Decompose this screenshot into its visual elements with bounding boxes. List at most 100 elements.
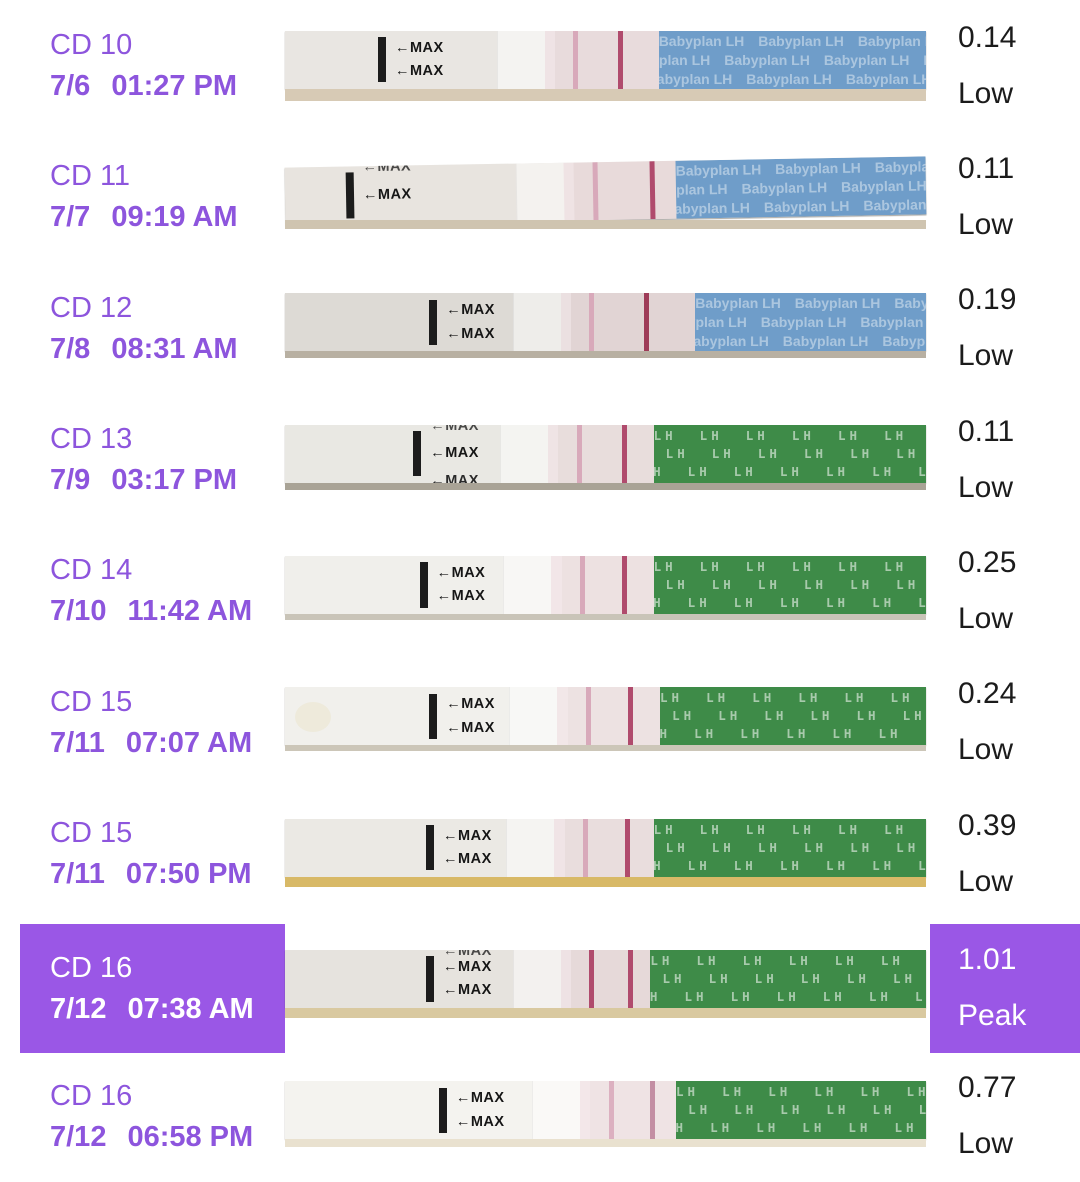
test-entry-row[interactable]: CD 14 7/10 11:42 AM ←MAX ←MAX LH LH LH LH… — [0, 525, 1080, 656]
strip-test-zone — [547, 424, 654, 483]
test-line — [592, 162, 599, 221]
lh-test-strip: ←MAX ←MAX Babyplan LH Babyplan LH Babypl… — [284, 156, 927, 226]
brand-pattern-text: LH LH LH LH LH LH LH LH LH — [676, 1120, 926, 1136]
test-strip-photo[interactable]: ←MAX ←MAX ←MAX LH LH LH LH LH LH LH LH L… — [285, 419, 926, 501]
max-marker-bar — [413, 431, 422, 477]
test-strip-photo[interactable]: ←MAX ←MAX LH LH LH LH LH LH LH LH LH LH … — [285, 550, 926, 632]
result-status: Low — [958, 76, 1014, 110]
test-entry-row[interactable]: CD 16 7/12 06:58 PM ←MAX ←MAX LH LH LH LH… — [0, 1051, 1080, 1182]
brand-pattern-text: LH LH LH LH LH LH LH LH LH — [653, 821, 926, 837]
date-label: 7/7 — [50, 201, 91, 234]
test-strip-photo[interactable]: ←MAX ←MAX ←MAX LH LH LH LH LH LH LH LH L… — [285, 944, 926, 1026]
test-strip-photo[interactable]: ←MAX ←MAX Babyplan LH Babyplan LH Babypl… — [284, 156, 927, 238]
date-label: 7/12 — [50, 1120, 107, 1153]
strip-test-zone — [544, 30, 659, 89]
max-marker-bar — [377, 37, 386, 83]
label-block-highlighted: CD 16 7/12 07:38 AM — [20, 924, 285, 1053]
test-entry-row[interactable]: CD 11 7/7 09:19 AM ←MAX ←MAX Babyplan LH … — [0, 131, 1080, 262]
label-block: CD 16 7/12 06:58 PM — [20, 1051, 285, 1182]
result-status: Low — [958, 1127, 1014, 1161]
test-strip-photo[interactable]: ←MAX ←MAX LH LH LH LH LH LH LH LH LH LH … — [285, 681, 926, 763]
label-block: CD 11 7/7 09:19 AM — [20, 131, 285, 262]
brand-cap: LH LH LH LH LH LH LH LH LH LH LH LH LH L… — [659, 687, 926, 746]
test-entry-row[interactable]: CD 12 7/8 08:31 AM ←MAX ←MAX Babyplan LH … — [0, 263, 1080, 394]
max-label: ←MAX — [443, 949, 492, 959]
brand-pattern-text: LH LH LH LH LH LH LH LH LH — [659, 690, 926, 706]
label-block: CD 10 7/6 01:27 PM — [20, 0, 285, 131]
cycle-day-label: CD 11 — [50, 160, 131, 193]
max-marker-bar — [429, 299, 438, 345]
cycle-day-label: CD 16 — [50, 951, 133, 984]
time-label: 01:27 PM — [111, 70, 238, 103]
time-label: 11:42 AM — [127, 595, 253, 628]
strip-window-edge — [512, 293, 572, 352]
table-surface — [285, 1139, 926, 1148]
test-entry-row[interactable]: CD 10 7/6 01:27 PM ←MAX ←MAX Babyplan LH … — [0, 0, 1080, 131]
time-label: 03:17 PM — [111, 464, 238, 497]
table-surface — [285, 876, 926, 887]
max-label: ←MAX — [443, 851, 492, 868]
result-value: 0.11 — [958, 414, 1015, 448]
strip-window-edge — [531, 1081, 591, 1140]
test-entry-row[interactable]: CD 13 7/9 03:17 PM ←MAX ←MAX ←MAX LH LH L… — [0, 394, 1080, 525]
table-surface — [285, 613, 926, 620]
brand-cap: Babyplan LH Babyplan LH Babyplan LH Baby… — [658, 30, 926, 89]
brand-pattern-text: LH LH LH LH LH LH LH LH LH — [653, 594, 926, 610]
control-line — [624, 818, 630, 877]
test-entry-row-selected[interactable]: CD 16 7/12 07:38 AM ←MAX ←MAX ←MAX LH LH … — [0, 919, 1080, 1053]
test-strip-photo[interactable]: ←MAX ←MAX LH LH LH LH LH LH LH LH LH LH … — [285, 813, 926, 895]
result-status: Low — [958, 733, 1014, 767]
brand-cap: LH LH LH LH LH LH LH LH LH LH LH LH LH L… — [676, 1081, 926, 1140]
test-entry-row[interactable]: CD 15 7/11 07:07 AM ←MAX ←MAX LH LH LH LH… — [0, 657, 1080, 788]
table-surface — [285, 88, 926, 101]
max-label: ←MAX — [446, 719, 495, 736]
result-status: Low — [958, 470, 1014, 504]
cycle-day-label: CD 10 — [50, 29, 133, 62]
date-label: 7/11 — [50, 858, 105, 891]
max-marker-bar — [419, 562, 428, 608]
strip-test-zone — [551, 555, 654, 614]
brand-pattern-text: LH LH LH LH LH LH LH LH LH — [653, 427, 926, 443]
brand-pattern-text: Babyplan LH Babyplan LH Babyplan LH Baby… — [695, 314, 926, 331]
result-value: 0.39 — [958, 808, 1017, 842]
brand-pattern-text: Babyplan LH Babyplan LH Babyplan LH Baby… — [675, 194, 927, 217]
strip-test-zone — [557, 687, 660, 746]
time-label: 09:19 AM — [111, 201, 238, 234]
test-strip-photo[interactable]: ←MAX ←MAX LH LH LH LH LH LH LH LH LH LH … — [285, 1075, 926, 1157]
lh-test-strip: ←MAX ←MAX LH LH LH LH LH LH LH LH LH LH … — [285, 1081, 926, 1140]
result-value: 0.14 — [958, 20, 1017, 54]
date-time-label: 7/11 07:50 PM — [50, 858, 285, 890]
result-block: 0.11 Low — [930, 394, 1080, 525]
brand-pattern-text: Babyplan LH Babyplan LH Babyplan LH Baby… — [695, 295, 926, 312]
max-label: ←MAX — [436, 564, 486, 581]
max-label: ←MAX — [430, 473, 479, 483]
max-label: ←MAX — [455, 1090, 505, 1107]
date-label: 7/8 — [50, 332, 91, 365]
date-label: 7/10 — [50, 595, 107, 628]
date-time-label: 7/9 03:17 PM — [50, 464, 285, 496]
lh-test-strip: ←MAX ←MAX ←MAX LH LH LH LH LH LH LH LH L… — [285, 949, 926, 1008]
result-block: 0.19 Low — [930, 263, 1080, 394]
strip-test-zone — [563, 160, 677, 221]
result-block: 0.39 Low — [930, 788, 1080, 919]
brand-pattern-text: LH LH LH LH LH LH LH LH LH — [650, 988, 926, 1004]
result-status: Peak — [958, 999, 1027, 1033]
lh-test-strip: ←MAX ←MAX Babyplan LH Babyplan LH Babypl… — [285, 30, 926, 89]
brand-pattern-text: LH LH LH LH LH LH LH LH LH — [650, 952, 926, 968]
result-status: Low — [958, 864, 1014, 898]
table-surface — [285, 745, 926, 752]
brand-pattern-text: LH LH LH LH LH LH LH LH LH — [653, 857, 926, 873]
brand-pattern-text: LH LH LH LH LH LH LH LH LH — [654, 576, 926, 592]
control-line — [621, 555, 627, 614]
table-surface — [285, 351, 926, 359]
result-value: 0.77 — [958, 1071, 1017, 1105]
test-strip-photo[interactable]: ←MAX ←MAX Babyplan LH Babyplan LH Babypl… — [285, 25, 926, 107]
test-entry-row[interactable]: CD 15 7/11 07:50 PM ←MAX ←MAX LH LH LH LH… — [0, 788, 1080, 919]
time-label: 07:50 PM — [125, 858, 252, 891]
brand-pattern-text: Babyplan LH Babyplan LH Babyplan LH Baby… — [658, 32, 926, 49]
max-marker-bar — [426, 956, 435, 1002]
strip-test-zone — [554, 818, 654, 877]
max-label: ←MAX — [446, 302, 495, 319]
brand-pattern-text: LH LH LH LH LH LH LH LH LH — [659, 726, 926, 742]
